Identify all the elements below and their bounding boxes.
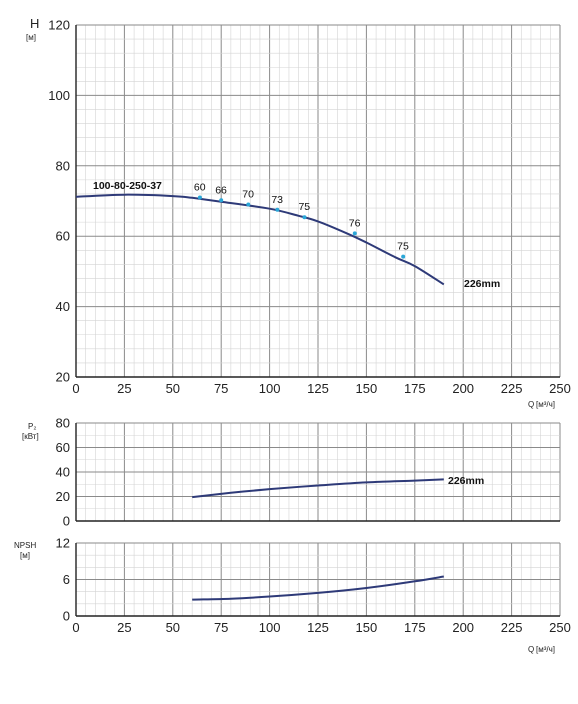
efficiency-point xyxy=(302,215,307,220)
y-tick-label: 12 xyxy=(56,536,70,551)
x-tick-label: 75 xyxy=(214,620,228,635)
power-series xyxy=(192,478,444,499)
x-tick-label: 175 xyxy=(404,381,426,396)
efficiency-label: 76 xyxy=(349,217,361,229)
y-tick-label: 20 xyxy=(56,370,70,385)
x-tick-label: 100 xyxy=(259,381,281,396)
power-series-name: 226mm xyxy=(448,475,484,487)
x-tick-label: 25 xyxy=(117,620,131,635)
x-tick-label: 0 xyxy=(72,381,79,396)
y-tick-label: 0 xyxy=(63,514,70,529)
x-tick-label: 50 xyxy=(166,620,180,635)
npsh-y-unit: [м] xyxy=(20,551,30,560)
x-tick-label: 50 xyxy=(166,381,180,396)
x-tick-label: 125 xyxy=(307,381,329,396)
head-x-tick-labels: 0 25 50 75 100 125 150 175 200 225 250 xyxy=(72,381,570,396)
npsh-x-unit: [м³/ч] xyxy=(536,645,555,654)
npsh-series xyxy=(192,575,444,601)
y-tick-label: 100 xyxy=(48,88,70,103)
npsh-panel: 0 25 50 75 100 125 150 175 200 225 250 0 6 12 NPSH [… xyxy=(14,536,571,655)
efficiency-label: 75 xyxy=(298,201,310,213)
npsh-x-label: Q xyxy=(528,645,534,654)
head-curve-line xyxy=(75,193,445,286)
x-tick-label: 0 xyxy=(72,620,79,635)
efficiency-point xyxy=(275,207,280,212)
power-y-label: P₂ xyxy=(28,422,36,431)
y-tick-label: 60 xyxy=(56,229,70,244)
y-tick-label: 80 xyxy=(56,158,70,173)
power-panel: 0 20 40 60 80 P₂ [кВт] 226mm xyxy=(22,416,561,529)
head-series: 60 66 70 73 75 76 75 xyxy=(75,181,445,286)
efficiency-label: 73 xyxy=(271,194,283,206)
y-tick-label: 60 xyxy=(56,440,70,455)
head-x-label: Q xyxy=(528,400,534,409)
y-tick-label: 6 xyxy=(63,572,70,587)
y-tick-label: 80 xyxy=(56,416,70,431)
x-tick-label: 250 xyxy=(549,620,571,635)
power-y-tick-labels: 0 20 40 60 80 xyxy=(56,416,70,529)
head-grid xyxy=(75,24,561,378)
power-y-unit: [кВт] xyxy=(22,432,39,441)
head-x-unit: [м³/ч] xyxy=(536,400,555,409)
npsh-curve-line xyxy=(192,575,444,601)
npsh-y-tick-labels: 0 6 12 xyxy=(56,536,70,624)
npsh-x-tick-labels: 0 25 50 75 100 125 150 175 200 225 250 xyxy=(72,620,570,635)
efficiency-point xyxy=(401,254,406,259)
x-tick-label: 25 xyxy=(117,381,131,396)
efficiency-point xyxy=(197,195,202,200)
y-tick-label: 0 xyxy=(63,609,70,624)
x-tick-label: 150 xyxy=(356,381,378,396)
efficiency-label: 75 xyxy=(397,241,409,253)
efficiency-point xyxy=(246,202,251,207)
head-y-unit: [м] xyxy=(26,33,36,42)
model-label: 100-80-250-37 xyxy=(93,180,162,192)
efficiency-point xyxy=(219,198,224,203)
efficiency-label: 60 xyxy=(194,181,206,193)
efficiency-label: 66 xyxy=(215,184,227,196)
x-tick-label: 250 xyxy=(549,381,571,396)
x-tick-label: 225 xyxy=(501,381,523,396)
x-tick-label: 100 xyxy=(259,620,281,635)
power-grid xyxy=(75,422,561,522)
efficiency-label: 70 xyxy=(242,189,254,201)
y-tick-label: 40 xyxy=(56,299,70,314)
head-y-tick-labels: 20 40 60 80 100 120 xyxy=(48,18,70,385)
power-curve-line xyxy=(192,478,444,499)
y-tick-label: 20 xyxy=(56,489,70,504)
npsh-y-label: NPSH xyxy=(14,541,36,550)
efficiency-point xyxy=(352,231,357,236)
x-tick-label: 150 xyxy=(356,620,378,635)
x-tick-label: 125 xyxy=(307,620,329,635)
x-tick-label: 75 xyxy=(214,381,228,396)
npsh-grid xyxy=(75,542,561,617)
x-tick-label: 175 xyxy=(404,620,426,635)
head-series-name: 226mm xyxy=(464,278,500,290)
x-tick-label: 200 xyxy=(452,381,474,396)
y-tick-label: 120 xyxy=(48,18,70,33)
x-tick-label: 225 xyxy=(501,620,523,635)
head-y-label: H xyxy=(30,16,39,31)
x-tick-label: 200 xyxy=(452,620,474,635)
y-tick-label: 40 xyxy=(56,465,70,480)
head-panel: 0 25 50 75 100 125 150 175 200 225 250 20 40 60 80 100… xyxy=(26,16,571,409)
